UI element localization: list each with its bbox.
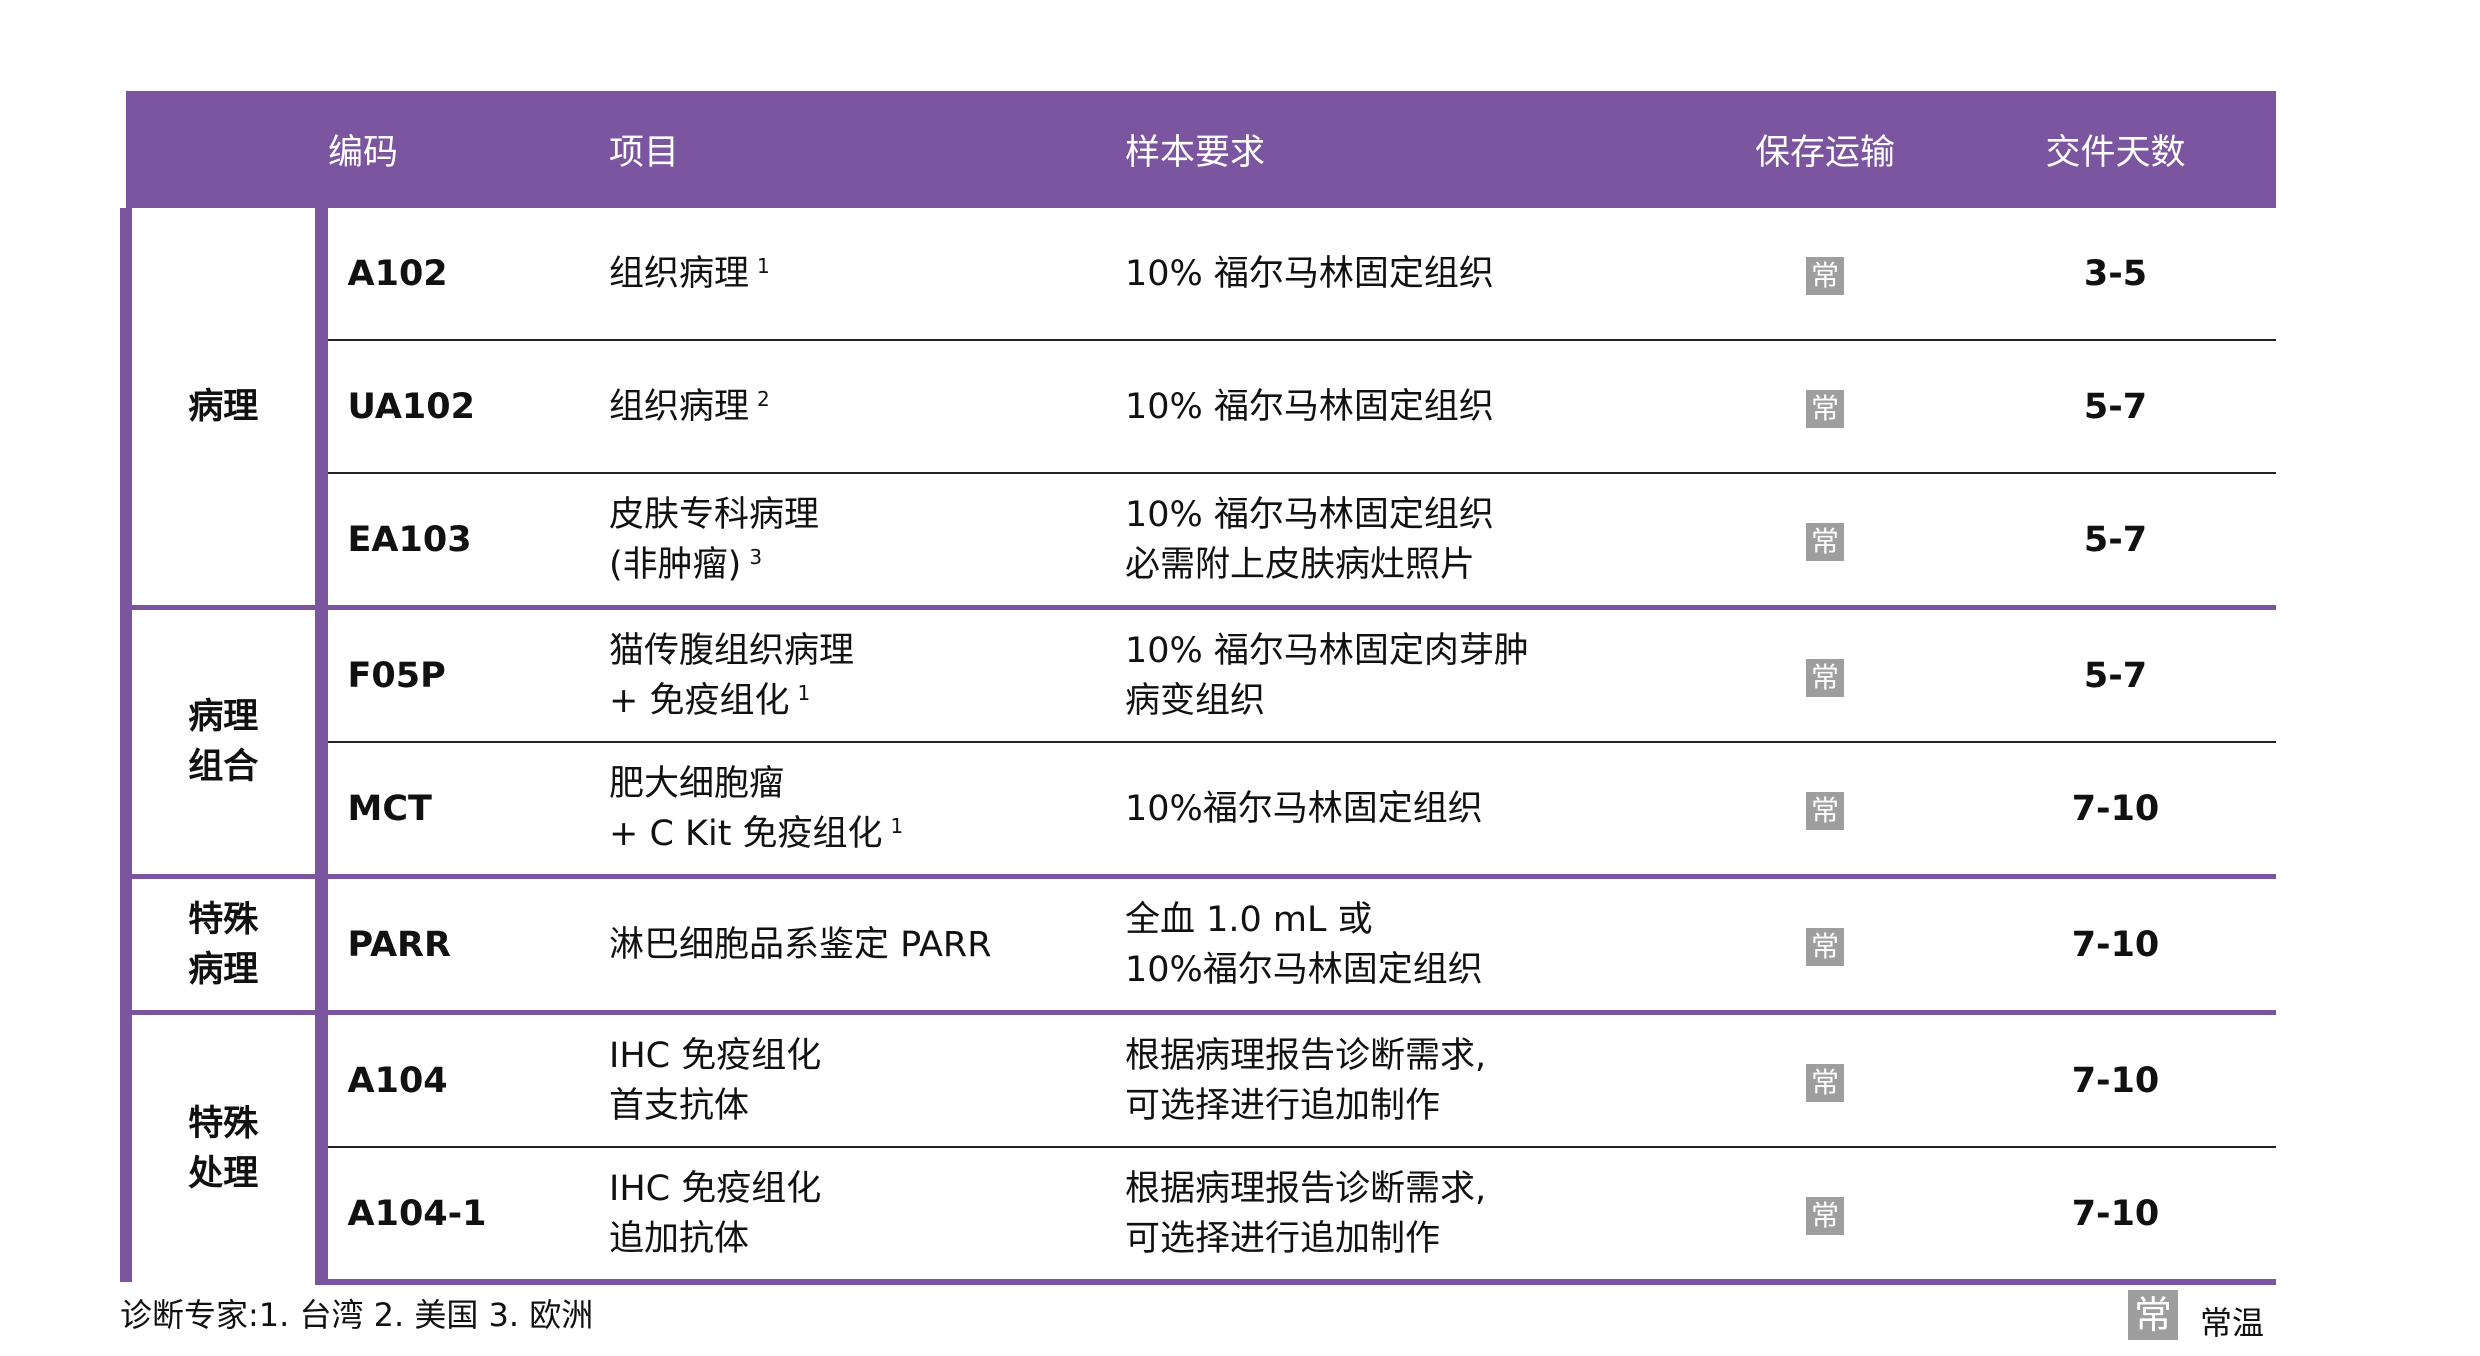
code-cell: A102 (347, 253, 448, 294)
header-days: 交件天数 (1955, 91, 2276, 208)
room-temp-badge-icon: 常 (1806, 256, 1844, 295)
sample-cell: 10% 福尔马林固定组织 必需附上皮肤病灶照片 (1125, 472, 1695, 608)
group-cell: 病理 (120, 208, 328, 608)
sample-cell: 10% 福尔马林固定肉芽肿 病变组织 (1125, 605, 1695, 742)
days-cell: 7-10 (1955, 741, 2276, 877)
expert-footnote-ref: 1 (890, 813, 904, 838)
item-name: 组织病理 (609, 386, 750, 427)
header-storage: 保存运输 (1695, 91, 1955, 208)
group-label: 病理 (188, 386, 259, 427)
code-cell: F05P (321, 605, 609, 742)
group-label: 病理 组合 (188, 697, 259, 787)
footnote: 诊断专家:1. 台湾 2. 美国 3. 欧洲 (120, 1296, 594, 1334)
header-row: 编码 项目 样本要求 保存运输 交件天数 (126, 91, 2276, 208)
days-cell: 7-10 (1955, 1010, 2276, 1147)
expert-footnote-ref: 1 (757, 253, 770, 278)
room-temp-badge-icon: 常 (1806, 658, 1844, 697)
group-cell: 病理 组合 (120, 605, 328, 877)
storage-cell: 常 (1695, 874, 1955, 1013)
sample-cell: 根据病理报告诊断需求, 可选择进行追加制作 (1125, 1010, 1695, 1147)
sample-cell: 10%福尔马林固定组织 (1125, 741, 1695, 877)
item-name: 肥大细胞瘤 + C Kit 免疫组化 (609, 763, 883, 854)
storage-cell: 常 (1695, 339, 1955, 473)
sample-cell: 全血 1.0 mL 或 10%福尔马林固定组织 (1125, 874, 1695, 1013)
item-cell: 淋巴细胞品系鉴定 PARR (609, 874, 1125, 1013)
table-row: UA102 组织病理 2 10% 福尔马林固定组织 常 5-7 (126, 339, 2276, 473)
sample-cell: 10% 福尔马林固定组织 (1125, 253, 1494, 294)
storage-cell: 常 (1695, 208, 1955, 340)
header-group (126, 91, 321, 208)
item-name: 皮肤专科病理 (非肿瘤) (609, 494, 820, 585)
item-name: 淋巴细胞品系鉴定 PARR (609, 924, 992, 965)
group-label: 特殊 病理 (188, 899, 259, 990)
table-row: EA103 皮肤专科病理 (非肿瘤) 3 10% 福尔马林固定组织 必需附上皮肤病灶照… (126, 472, 2276, 608)
item-cell: IHC 免疫组化 首支抗体 (609, 1010, 1125, 1147)
test-table: 编码 项目 样本要求 保存运输 交件天数 病理 A102 组织病理 1 10% 福尔马林… (120, 91, 2276, 1285)
table-row: 病理 组合 F05P 猫传腹组织病理 + 免疫组化 1 10% 福尔马林固定肉芽肿 病变… (120, 605, 2276, 877)
sample-cell: 根据病理报告诊断需求, 可选择进行追加制作 (1125, 1146, 1695, 1285)
storage-cell: 常 (1695, 605, 1955, 742)
item-cell: 皮肤专科病理 (非肿瘤) 3 (609, 472, 1125, 608)
room-temp-badge-icon: 常 (1806, 389, 1844, 428)
storage-cell: 常 (1695, 741, 1955, 877)
table-row: A104-1 IHC 免疫组化 追加抗体 根据病理报告诊断需求, 可选择进行追加制作… (126, 1146, 2276, 1285)
days-cell: 7-10 (1955, 1146, 2276, 1285)
group-cell: 特殊 病理 (120, 874, 328, 1013)
table-row: MCT 肥大细胞瘤 + C Kit 免疫组化 1 10%福尔马林固定组织 常 7-10 (126, 741, 2276, 877)
item-name: 猫传腹组织病理 + 免疫组化 (609, 630, 855, 721)
code-cell: A104 (321, 1010, 609, 1147)
days-cell: 3-5 (2083, 253, 2148, 294)
item-name: IHC 免疫组化 首支抗体 (609, 1035, 822, 1126)
days-cell: 5-7 (1955, 339, 2276, 473)
header-sample: 样本要求 (1125, 91, 1695, 208)
group-label: 特殊 处理 (188, 1103, 259, 1194)
table-row: 病理 A102 组织病理 1 10% 福尔马林固定组织常 3-5 (120, 208, 2276, 608)
legend-label: 常温 (2200, 1304, 2265, 1342)
item-cell: 猫传腹组织病理 + 免疫组化 1 (609, 605, 1125, 742)
table-row: 特殊 处理 A104 IHC 免疫组化 首支抗体 根据病理报告诊断需求, 可选择进行追… (120, 1010, 2276, 1282)
room-temp-badge-icon: 常 (1806, 791, 1844, 830)
days-cell: 5-7 (1955, 605, 2276, 742)
room-temp-badge-icon: 常 (1806, 522, 1844, 561)
table-row: 特殊 病理 PARR 淋巴细胞品系鉴定 PARR 全血 1.0 mL 或 10%福尔马… (120, 874, 2276, 1013)
item-cell: 组织病理 1 (609, 208, 1125, 340)
item-cell: 肥大细胞瘤 + C Kit 免疫组化 1 (609, 741, 1125, 877)
expert-footnote-ref: 1 (797, 680, 811, 705)
code-cell: PARR (321, 874, 609, 1013)
storage-cell: 常 (1695, 472, 1955, 608)
room-temp-badge-icon: 常 (2128, 1290, 2178, 1340)
room-temp-badge-icon: 常 (1806, 927, 1844, 966)
item-cell: 组织病理 2 (609, 339, 1125, 473)
item-name: IHC 免疫组化 追加抗体 (609, 1168, 822, 1259)
expert-footnote-ref: 3 (749, 544, 763, 569)
group-cell: 特殊 处理 (120, 1010, 328, 1282)
code-cell: EA103 (321, 472, 609, 608)
item-cell: IHC 免疫组化 追加抗体 (609, 1146, 1125, 1285)
storage-cell: 常 (1695, 1146, 1955, 1285)
code-cell: MCT (321, 741, 609, 877)
expert-footnote-ref: 2 (757, 386, 770, 411)
code-cell: A104-1 (321, 1146, 609, 1285)
room-temp-badge-icon: 常 (1806, 1196, 1844, 1235)
item-name: 组织病理 (609, 253, 750, 294)
header-code: 编码 (321, 91, 609, 208)
days-cell: 7-10 (1955, 874, 2276, 1013)
code-cell: UA102 (321, 339, 609, 473)
sample-cell: 10% 福尔马林固定组织 (1125, 339, 1695, 473)
days-cell: 5-7 (1955, 472, 2276, 608)
room-temp-badge-icon: 常 (1806, 1063, 1844, 1102)
storage-cell: 常 (1695, 1010, 1955, 1147)
header-item: 项目 (609, 91, 1125, 208)
